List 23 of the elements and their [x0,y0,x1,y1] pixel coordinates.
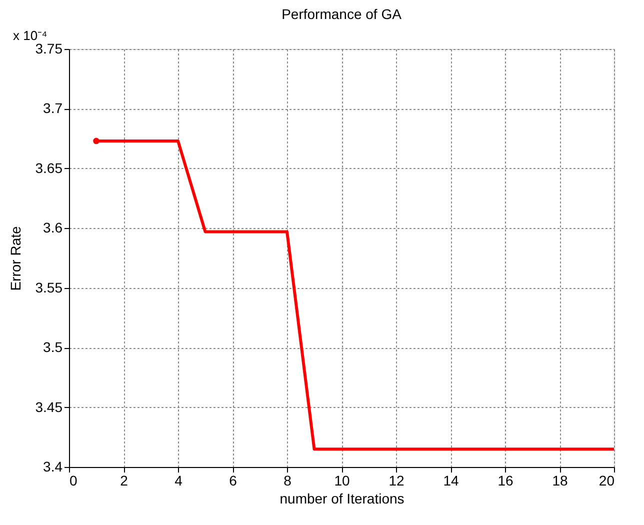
x-tick-label: 16 [498,472,514,488]
y-tick-label: 3.75 [35,40,63,56]
y-axis-title: Error Rate [7,226,24,291]
x-tick-label: 12 [388,472,404,488]
y-tick-label: 3.6 [43,220,63,236]
x-tick-label: 4 [174,472,183,488]
x-tick-label: 0 [70,472,78,488]
y-tick-label: 3.5 [43,339,63,356]
y-tick-label: 3.4 [43,458,63,474]
x-tick-label: 10 [334,472,350,488]
x-tick-label: 2 [120,472,128,488]
x-tick-label: 20 [598,472,615,488]
chart-title: Performance of GA [282,6,402,22]
y-tick-label: 3.45 [35,398,63,415]
text: x 10⁻⁴ [13,28,48,43]
x-axis-title: number of Iterations [280,490,404,506]
x-tick-label: 18 [552,472,568,488]
y-tick-label: 3.65 [35,160,63,176]
y-tick-label: 3.7 [43,100,63,116]
x-tick-label: 8 [284,472,292,488]
x-tick-label: 6 [229,472,238,488]
y-tick-label: 3.55 [35,279,63,296]
x-tick-label: 14 [443,472,459,488]
